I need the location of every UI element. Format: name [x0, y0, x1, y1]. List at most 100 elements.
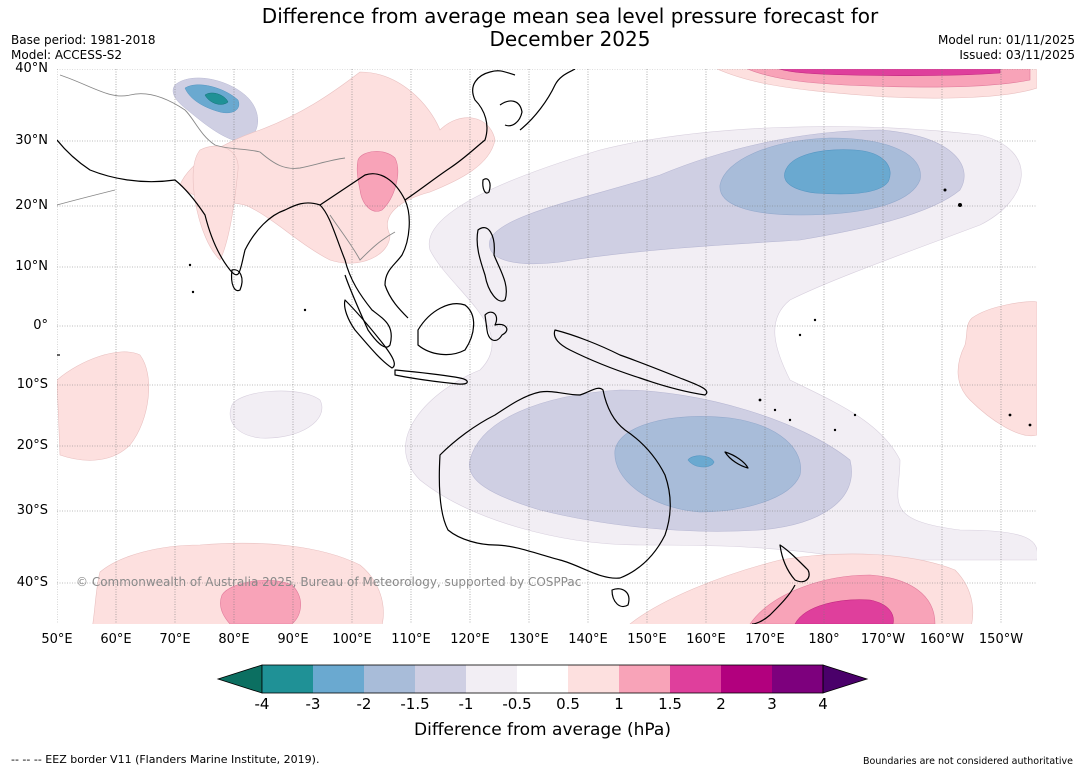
pacific-islands — [188, 188, 1032, 432]
colorbar-frame — [261, 664, 824, 694]
anomaly-area-positive-tasman-strong — [794, 599, 894, 624]
island-13 — [191, 290, 195, 294]
coastlines — [57, 69, 810, 624]
coastline-new-caledonia — [724, 451, 749, 469]
anomaly-area-minus-2-south — [687, 455, 715, 468]
lon-label-140e: 140°E — [568, 632, 608, 647]
model-run: Model run: 01/11/2025 — [937, 33, 1075, 47]
coastline-china — [404, 70, 516, 201]
country-borders — [57, 74, 396, 261]
lat-label-10s: 10°S — [16, 377, 48, 392]
lat-label-40n: 40°N — [15, 61, 48, 76]
lat-label-40s: 40°S — [16, 575, 48, 590]
border-arabia — [57, 189, 116, 206]
lat-label-equator: 0° — [33, 318, 48, 333]
coastline-sri-lanka — [230, 269, 243, 292]
lon-label-170w: 170°W — [860, 632, 906, 647]
colorbar — [216, 664, 869, 694]
colorbar-arrow-low — [216, 664, 263, 694]
coastline-new-zealand-south — [751, 584, 796, 624]
lon-label-50e: 50°E — [41, 632, 73, 647]
colorbar-tick-2: 2 — [716, 695, 726, 713]
coastline-new-zealand-north — [779, 544, 810, 583]
coastline-australia — [438, 387, 671, 579]
island-7 — [813, 318, 817, 322]
lon-label-70e: 70°E — [159, 632, 191, 647]
border-india-east — [259, 151, 346, 169]
model-name: Model: ACCESS-S2 — [11, 48, 123, 62]
coastline-taiwan — [482, 178, 491, 194]
coastline-sumatra — [343, 299, 395, 369]
lat-label-30s: 30°S — [16, 503, 48, 518]
colorbar-bin-11 — [772, 665, 823, 693]
anomaly-area-positive-asia — [179, 71, 496, 264]
border-mainland-sea — [329, 214, 396, 261]
island-3 — [788, 418, 792, 422]
colorbar-bin-9 — [670, 665, 721, 693]
coastline-borneo — [417, 303, 475, 356]
anomaly-area-positive-south-indian-mid — [220, 579, 301, 624]
anomaly-area-positive-asia-mid — [356, 151, 399, 212]
anomaly-area-minus-2 — [784, 149, 891, 195]
footer-disclaimer: Boundaries are not considered authoritat… — [863, 756, 1073, 767]
meta-right: Model run: 01/11/2025 Issued: 03/11/2025 — [938, 33, 1075, 63]
colorbar-tick-3: 3 — [767, 695, 777, 713]
coastline-java — [394, 369, 468, 385]
colorbar-tick-minus-3: -3 — [305, 695, 321, 713]
island-6 — [798, 333, 802, 337]
colorbar-arrow-high — [822, 664, 869, 694]
colorbar-tick-minus-1: -1 — [458, 695, 474, 713]
coastline-philippines — [476, 227, 507, 302]
lat-label-10n: 10°N — [15, 259, 48, 274]
map-title: Difference from average mean sea level p… — [200, 5, 940, 51]
colorbar-tick-minus-1-5: -1.5 — [400, 695, 430, 713]
title-line-1: Difference from average mean sea level p… — [261, 4, 879, 28]
coastline-japan — [519, 69, 576, 131]
lon-label-130e: 130°E — [509, 632, 549, 647]
issued-date: Issued: 03/11/2025 — [959, 48, 1075, 62]
colorbar-label: Difference from average (hPa) — [414, 720, 671, 740]
coastline-sulawesi — [484, 311, 508, 342]
island-4 — [833, 428, 837, 432]
island-9 — [958, 203, 962, 207]
lon-label-180: 180° — [808, 632, 840, 647]
coastline-arabia-india — [57, 139, 392, 348]
island-8 — [943, 188, 947, 192]
colorbar-tick-minus-4: -4 — [254, 695, 270, 713]
lon-label-100e: 100°E — [332, 632, 372, 647]
island-10 — [1008, 413, 1012, 417]
colorbar-bin-6 — [517, 665, 568, 693]
lon-label-160w: 160°W — [919, 632, 965, 647]
island-1 — [758, 398, 762, 402]
lon-label-90e: 90°E — [277, 632, 309, 647]
colorbar-bin-5 — [466, 665, 517, 693]
colorbar-bin-4 — [415, 665, 466, 693]
base-period: Base period: 1981-2018 — [11, 33, 156, 47]
colorbar-tick-minus-2: -2 — [356, 695, 372, 713]
map-panel — [57, 69, 1037, 624]
graticule — [57, 69, 1037, 624]
lat-label-30n: 30°N — [15, 133, 48, 148]
colorbar-tick-4: 4 — [818, 695, 828, 713]
lon-label-170e: 170°E — [745, 632, 785, 647]
anomaly-area-himalaya-strong — [204, 92, 229, 105]
lon-label-120e: 120°E — [450, 632, 490, 647]
colorbar-tick-minus-0-5: -0.5 — [502, 695, 532, 713]
colorbar-tick-0-5: 0.5 — [556, 695, 580, 713]
border-central-asia — [59, 74, 261, 153]
lon-label-160e: 160°E — [686, 632, 726, 647]
colorbar-tick-1-5: 1.5 — [658, 695, 682, 713]
anomaly-area-positive-east-pacific — [957, 301, 1037, 437]
lon-label-60e: 60°E — [100, 632, 132, 647]
lon-label-150e: 150°E — [627, 632, 667, 647]
island-12 — [188, 263, 192, 267]
coastline-korea — [499, 100, 523, 127]
colorbar-bin-2 — [313, 665, 364, 693]
anomaly-area-positive-india — [192, 145, 239, 261]
anomaly-area-positive-west-indian — [57, 351, 149, 461]
title-line-2: December 2025 — [489, 27, 651, 51]
lat-label-20n: 20°N — [15, 198, 48, 213]
anomaly-area-light-negative-indian — [230, 390, 323, 439]
island-14 — [303, 308, 307, 312]
